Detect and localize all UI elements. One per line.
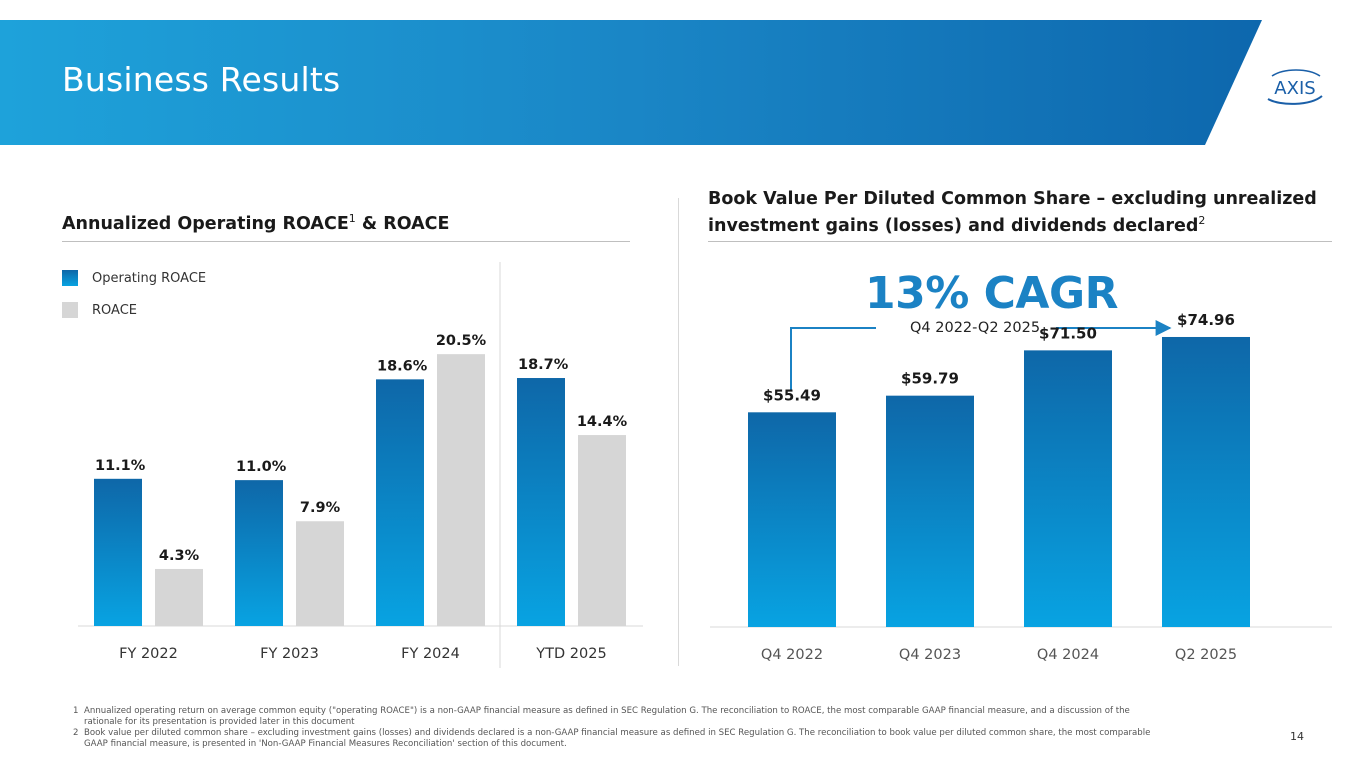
roace-bar-operating-fy-2023 — [235, 480, 283, 626]
roace-data-label: 14.4% — [577, 414, 628, 430]
footnote-2: 2 Book value per diluted common share – e… — [73, 728, 1151, 749]
bvps-x-tick-label: Q4 2024 — [1037, 647, 1099, 663]
roace-data-label: 20.5% — [436, 333, 487, 349]
cagr-period: Q4 2022-Q2 2025 — [910, 320, 1041, 336]
cagr-label: 13% CAGR — [865, 268, 1118, 319]
bvps-bar-q4-2023 — [886, 395, 974, 627]
roace-data-label: 11.1% — [95, 458, 146, 474]
page-number: 14 — [1290, 730, 1304, 743]
roace-data-label: 18.7% — [518, 357, 569, 373]
roace-data-label: 7.9% — [300, 500, 341, 516]
bvps-bar-q2-2025 — [1162, 336, 1250, 627]
footnotes: 1 Annualized operating return on average … — [73, 706, 1163, 750]
section-divider — [678, 198, 679, 666]
roace-section-title: Annualized Operating ROACE1 & ROACE — [62, 212, 450, 234]
cagr-bracket — [790, 327, 876, 390]
roace-bar-roace-fy-2024 — [437, 354, 485, 626]
roace-bar-operating-ytd-2025 — [517, 378, 565, 626]
roace-bar-roace-ytd-2025 — [578, 435, 626, 626]
bvps-data-label: $59.79 — [901, 370, 959, 388]
legend-swatch-roace — [62, 302, 78, 318]
roace-x-tick-label: YTD 2025 — [535, 646, 606, 662]
legend-label-operating-roace: Operating ROACE — [92, 271, 207, 286]
bvps-x-tick-label: Q4 2023 — [899, 647, 961, 663]
roace-x-tick-label: FY 2023 — [260, 646, 319, 662]
roace-x-tick-label: FY 2024 — [401, 646, 460, 662]
footnote-1: 1 Annualized operating return on average … — [73, 706, 1130, 727]
bvps-bar-q4-2022 — [748, 412, 836, 627]
roace-bar-roace-fy-2023 — [296, 521, 344, 626]
legend-swatch-operating-roace — [62, 270, 78, 286]
roace-data-label: 18.6% — [377, 358, 428, 374]
logo-text: AXIS — [1274, 78, 1315, 99]
axis-logo: AXIS — [1267, 69, 1323, 105]
legend-label-roace: ROACE — [92, 303, 137, 318]
bvps-section-title: Book Value Per Diluted Common Share – ex… — [708, 189, 1317, 236]
roace-x-tick-label: FY 2022 — [119, 646, 178, 662]
bvps-bar-q4-2024 — [1024, 350, 1112, 627]
bvps-x-tick-label: Q4 2022 — [761, 647, 823, 663]
left-title-rule — [62, 241, 630, 242]
roace-bar-roace-fy-2022 — [155, 568, 203, 626]
header-banner — [0, 20, 1262, 145]
page-title: Business Results — [62, 60, 341, 99]
bvps-chart: $55.49 Q4 2022 $59.79 Q4 2023 $71.50 Q4 2024 $… — [710, 311, 1332, 663]
bvps-x-tick-label: Q2 2025 — [1175, 647, 1237, 663]
roace-data-label: 4.3% — [159, 548, 200, 564]
bvps-data-label: $55.49 — [763, 386, 821, 404]
bvps-data-label: $74.96 — [1177, 311, 1235, 329]
right-title-rule — [708, 241, 1332, 242]
roace-bar-operating-fy-2022 — [94, 478, 142, 626]
roace-bar-operating-fy-2024 — [376, 379, 424, 626]
bvps-data-label: $71.50 — [1039, 324, 1097, 342]
roace-data-label: 11.0% — [236, 459, 287, 475]
roace-chart: 11.1% 4.3% FY 2022 11.0% 7.9% FY 2023 18.6% 20.… — [78, 262, 643, 668]
